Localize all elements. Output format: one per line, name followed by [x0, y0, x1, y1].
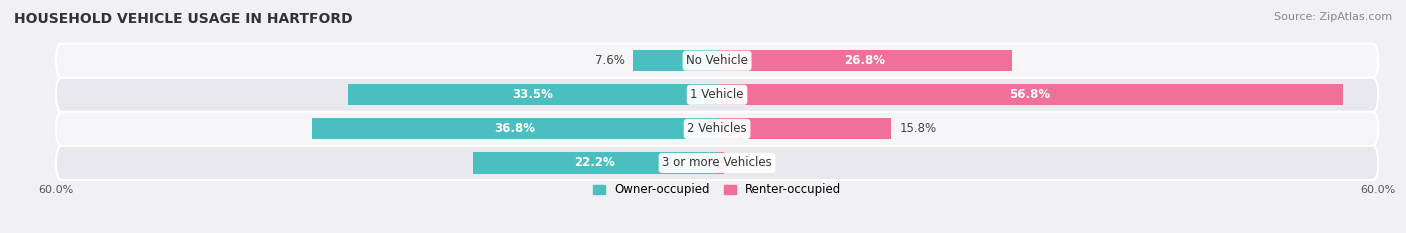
Bar — [633, 50, 717, 71]
Text: No Vehicle: No Vehicle — [686, 54, 748, 67]
Text: 26.8%: 26.8% — [844, 54, 886, 67]
Bar — [717, 84, 1343, 105]
Text: 7.6%: 7.6% — [595, 54, 624, 67]
Bar — [717, 50, 1012, 71]
Bar — [349, 84, 717, 105]
Bar — [717, 152, 724, 174]
Text: 56.8%: 56.8% — [1010, 88, 1050, 101]
FancyBboxPatch shape — [56, 78, 1378, 112]
Text: 1 Vehicle: 1 Vehicle — [690, 88, 744, 101]
Bar — [472, 152, 717, 174]
Legend: Owner-occupied, Renter-occupied: Owner-occupied, Renter-occupied — [588, 178, 846, 201]
FancyBboxPatch shape — [56, 146, 1378, 180]
Bar — [717, 118, 891, 140]
Text: 15.8%: 15.8% — [900, 122, 936, 135]
Text: 3 or more Vehicles: 3 or more Vehicles — [662, 157, 772, 169]
Text: HOUSEHOLD VEHICLE USAGE IN HARTFORD: HOUSEHOLD VEHICLE USAGE IN HARTFORD — [14, 12, 353, 26]
FancyBboxPatch shape — [56, 44, 1378, 78]
Text: 2 Vehicles: 2 Vehicles — [688, 122, 747, 135]
FancyBboxPatch shape — [56, 112, 1378, 146]
Text: 22.2%: 22.2% — [575, 157, 616, 169]
Text: 0.63%: 0.63% — [733, 157, 770, 169]
Text: 33.5%: 33.5% — [512, 88, 553, 101]
Text: 36.8%: 36.8% — [494, 122, 534, 135]
Bar — [312, 118, 717, 140]
Text: Source: ZipAtlas.com: Source: ZipAtlas.com — [1274, 12, 1392, 22]
